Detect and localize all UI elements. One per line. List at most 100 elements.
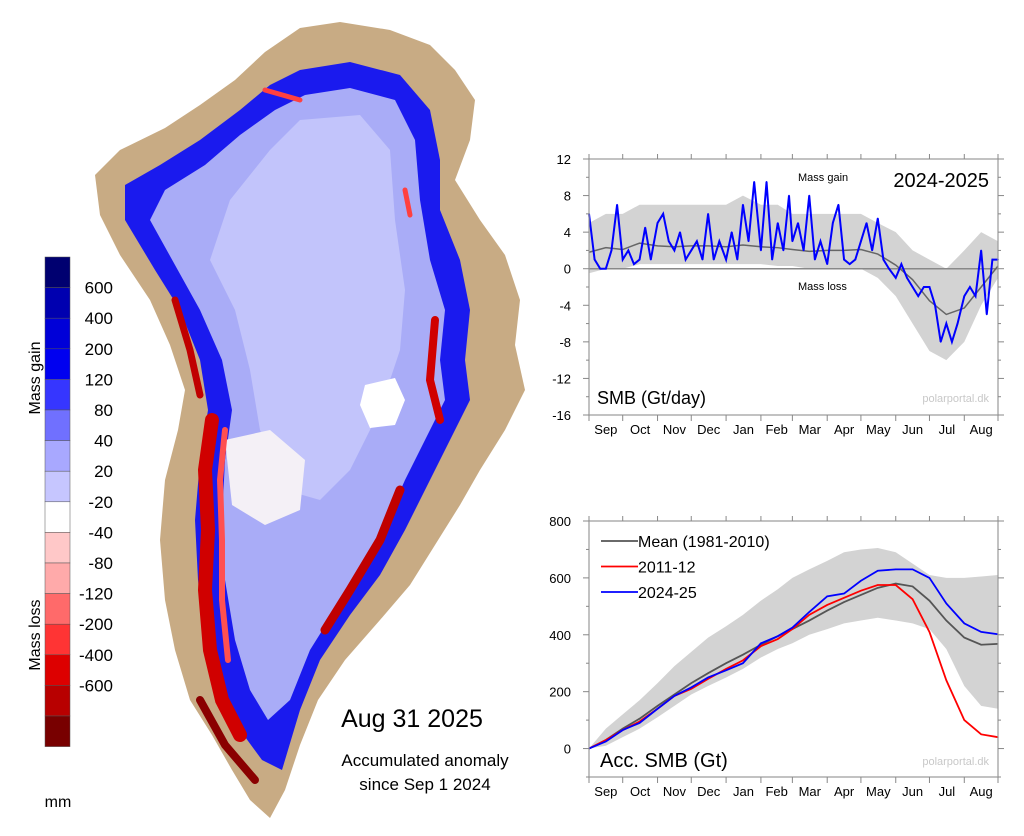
current-point — [605, 267, 607, 270]
x-tick-label: Jul — [939, 784, 956, 799]
series-point — [912, 598, 914, 600]
colorbar-swatch — [44, 562, 71, 594]
ice-interior-light — [210, 115, 405, 500]
colorbar-tick-label: -80 — [88, 554, 113, 573]
map-date-label: Aug 31 2025 — [341, 705, 483, 733]
x-tick-label: Feb — [765, 784, 787, 799]
series-point — [895, 568, 897, 570]
y-tick-label: 0 — [564, 742, 571, 757]
colorbar: Mass gain Mass loss mm 600 400 200 120 80 40 2… — [27, 256, 113, 811]
x-tick-label: Apr — [834, 422, 855, 437]
y-tick-label: 0 — [564, 262, 571, 277]
series-point — [808, 614, 810, 616]
current-point — [963, 295, 966, 297]
series-point — [945, 679, 947, 681]
series-point — [877, 570, 879, 572]
current-point — [871, 249, 873, 252]
mean-line — [588, 242, 999, 316]
current-point — [788, 194, 790, 197]
variability-band — [589, 548, 998, 749]
interior-white-patch-west — [225, 430, 305, 525]
current-point — [627, 249, 630, 252]
current-point — [808, 194, 811, 197]
y-tick-label: 200 — [549, 685, 571, 700]
chart2-legend: Mean (1981-2010) 2011-12 2024-25 — [601, 534, 770, 602]
x-tick-label: Jul — [939, 422, 956, 437]
series-point — [980, 644, 982, 646]
x-tick-label: May — [866, 422, 891, 437]
series-point — [860, 594, 862, 596]
current-point — [776, 222, 779, 224]
colorbar-unit: mm — [45, 794, 72, 811]
legend-label: Mean (1981-2010) — [638, 534, 770, 551]
x-tick-label: Apr — [834, 784, 855, 799]
series-point — [638, 722, 641, 724]
y-tick-label: -4 — [559, 298, 571, 313]
series-point — [638, 718, 641, 720]
series-point — [707, 672, 709, 674]
colorbar-swatch — [44, 623, 71, 656]
x-tick-label: Sep — [594, 422, 617, 437]
series-point — [707, 676, 709, 679]
colorbar-swatch — [44, 654, 71, 686]
series-point — [945, 602, 947, 605]
current-point — [980, 249, 982, 252]
current-point — [882, 258, 885, 261]
current-point — [969, 286, 971, 288]
series-point — [725, 668, 727, 670]
x-tick-label: Mar — [799, 422, 822, 437]
x-tick-label: Sep — [594, 784, 617, 799]
colorbar-swatch — [44, 501, 71, 533]
series-point — [760, 645, 762, 647]
series-point — [843, 597, 845, 599]
current-point — [782, 249, 785, 252]
current-point — [730, 231, 733, 233]
acc-smb-chart: 800 600 400 200 0 Sep Oct Nov Dec Jan Feb Mar Apr May… — [549, 514, 1004, 799]
series-point — [742, 654, 744, 656]
current-point — [865, 222, 868, 224]
current-point — [771, 258, 773, 261]
chart2-watermark: polarportal.dk — [922, 756, 989, 768]
current-point — [765, 181, 768, 183]
series-point — [605, 740, 607, 743]
y-tick-label: 12 — [557, 152, 571, 167]
x-tick-label: Aug — [970, 422, 993, 437]
colorbar-tick-label: -400 — [79, 646, 113, 665]
x-tick-label: Dec — [697, 422, 721, 437]
mass-loss-coast-west — [171, 87, 444, 784]
current-point — [945, 322, 948, 325]
series-point — [912, 585, 914, 588]
current-point — [644, 226, 646, 229]
series-point — [673, 695, 675, 697]
series-point — [690, 682, 692, 684]
colorbar-swatch — [44, 685, 71, 717]
series-point — [980, 733, 982, 735]
chart1-annotation-gain: Mass gain — [798, 172, 848, 184]
colorbar-swatch — [44, 317, 71, 350]
series-point — [928, 600, 931, 602]
current-point — [894, 277, 897, 279]
series-point — [742, 659, 744, 661]
colorbar-swatch — [44, 532, 71, 564]
series-point — [656, 708, 659, 710]
colorbar-tick-label: -600 — [79, 676, 113, 695]
current-point — [923, 286, 925, 288]
current-point — [760, 249, 762, 252]
colorbar-tick-label: 20 — [94, 462, 113, 481]
current-point — [610, 249, 613, 252]
series-point — [725, 662, 727, 664]
map-caption-line1: Accumulated anomaly — [341, 751, 509, 770]
current-point — [934, 304, 936, 307]
series-point — [791, 627, 793, 629]
current-point — [848, 263, 851, 265]
y-tick-label: 4 — [564, 225, 571, 240]
chart1-annotation-loss: Mass loss — [798, 281, 847, 293]
x-tick-label: Nov — [663, 422, 687, 437]
current-point — [649, 258, 652, 261]
colorbar-label-loss: Mass loss — [27, 599, 44, 670]
current-point — [616, 203, 618, 206]
current-point — [673, 249, 676, 252]
chart1-watermark: polarportal.dk — [922, 393, 989, 405]
map-caption-line2: since Sep 1 2024 — [359, 775, 490, 794]
current-point — [701, 258, 704, 261]
